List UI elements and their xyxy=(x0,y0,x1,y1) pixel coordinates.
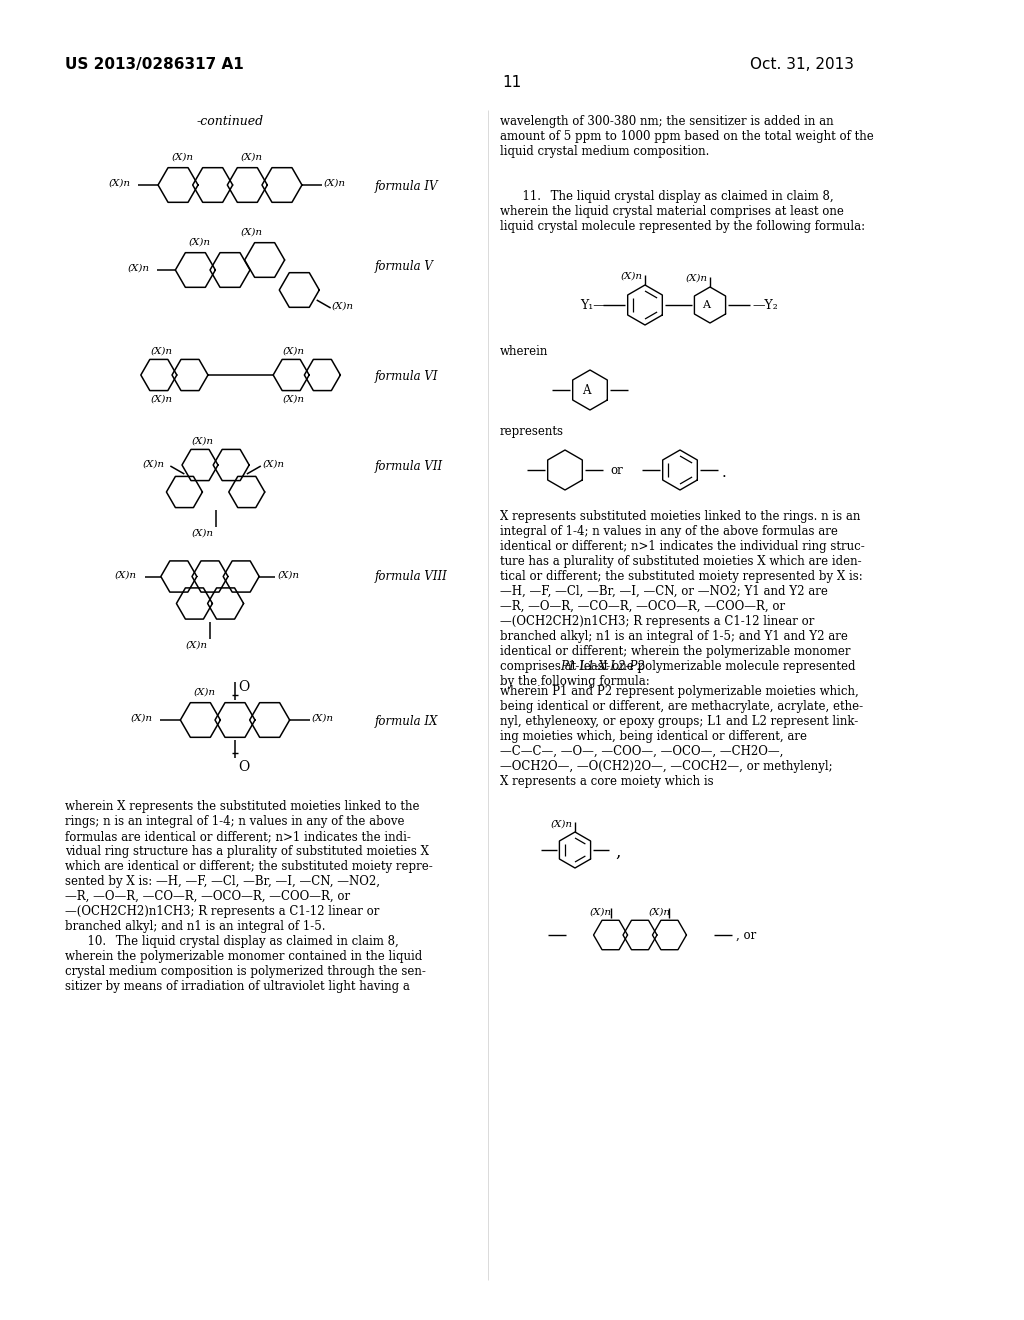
Text: (X)n: (X)n xyxy=(191,529,214,539)
Text: ,: , xyxy=(615,843,621,861)
Text: A: A xyxy=(582,384,590,397)
Text: wavelength of 300-380 nm; the sensitizer is added in an
amount of 5 ppm to 1000 : wavelength of 300-380 nm; the sensitizer… xyxy=(500,115,873,158)
Text: P1-L1-X-L2-P2: P1-L1-X-L2-P2 xyxy=(560,660,645,673)
Text: wherein X represents the substituted moieties linked to the
rings; n is an integ: wherein X represents the substituted moi… xyxy=(65,800,433,993)
Text: formula IX: formula IX xyxy=(375,715,438,729)
Text: (X)n: (X)n xyxy=(109,180,130,187)
Text: (X)n: (X)n xyxy=(263,459,285,469)
Text: US 2013/0286317 A1: US 2013/0286317 A1 xyxy=(65,57,244,73)
Text: (X)n: (X)n xyxy=(324,180,346,187)
Text: (X)n: (X)n xyxy=(241,228,262,238)
Text: (X)n: (X)n xyxy=(332,302,353,312)
Text: (X)n: (X)n xyxy=(283,347,305,356)
Text: (X)n: (X)n xyxy=(115,570,137,579)
Text: (X)n: (X)n xyxy=(686,275,708,282)
Text: wherein: wherein xyxy=(500,345,549,358)
Text: (X)n: (X)n xyxy=(151,347,172,356)
Text: (X)n: (X)n xyxy=(142,459,164,469)
Text: (X)n: (X)n xyxy=(186,640,208,649)
Text: 11.  The liquid crystal display as claimed in claim 8,
wherein the liquid crysta: 11. The liquid crystal display as claime… xyxy=(500,190,865,234)
Text: O: O xyxy=(238,760,249,774)
Text: (X)n: (X)n xyxy=(590,908,611,917)
Text: (X)n: (X)n xyxy=(311,714,334,723)
Text: .: . xyxy=(722,466,727,480)
Text: (X)n: (X)n xyxy=(551,820,573,829)
Text: or: or xyxy=(610,465,623,477)
Text: (X)n: (X)n xyxy=(648,908,671,917)
Text: formula V: formula V xyxy=(375,260,434,273)
Text: (X)n: (X)n xyxy=(278,570,299,579)
Text: (X)n: (X)n xyxy=(241,153,262,162)
Text: X represents substituted moieties linked to the rings. n is an
integral of 1-4; : X represents substituted moieties linked… xyxy=(500,510,864,688)
Text: formula VIII: formula VIII xyxy=(375,570,447,583)
Text: (X)n: (X)n xyxy=(127,264,150,273)
Text: O: O xyxy=(238,680,249,694)
Text: (X)n: (X)n xyxy=(283,395,305,404)
Text: -continued: -continued xyxy=(197,115,263,128)
Text: formula IV: formula IV xyxy=(375,180,438,193)
Text: (X)n: (X)n xyxy=(194,688,216,697)
Text: (X)n: (X)n xyxy=(130,714,153,723)
Text: (X)n: (X)n xyxy=(171,153,194,162)
Text: wherein P1 and P2 represent polymerizable moieties which,
being identical or dif: wherein P1 and P2 represent polymerizabl… xyxy=(500,685,863,788)
Text: (X)n: (X)n xyxy=(151,395,172,404)
Text: (X)n: (X)n xyxy=(621,272,643,281)
Text: Y₁—: Y₁— xyxy=(580,300,606,312)
Text: A: A xyxy=(702,300,710,310)
Text: (X)n: (X)n xyxy=(191,437,214,446)
Text: Oct. 31, 2013: Oct. 31, 2013 xyxy=(750,57,854,73)
Text: formula VI: formula VI xyxy=(375,370,438,383)
Text: (X)n: (X)n xyxy=(188,238,211,247)
Text: formula VII: formula VII xyxy=(375,459,443,473)
Text: 11: 11 xyxy=(503,75,521,90)
Text: —Y₂: —Y₂ xyxy=(752,300,778,312)
Text: represents: represents xyxy=(500,425,564,438)
Text: , or: , or xyxy=(736,929,756,942)
